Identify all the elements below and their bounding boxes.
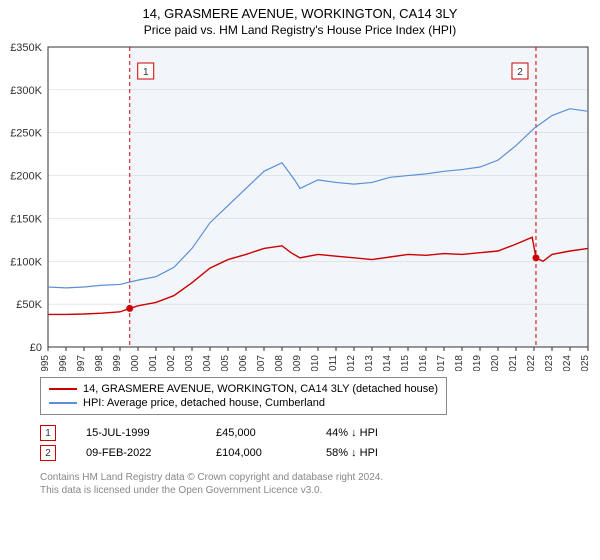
svg-text:2012: 2012 (346, 355, 357, 371)
chart-area: £0 £50K £100K £150K £200K £250K £300K £350K 1995… (0, 41, 600, 371)
transaction-delta: 58% ↓ HPI (326, 447, 406, 459)
svg-text:2013: 2013 (364, 355, 375, 371)
svg-text:2023: 2023 (544, 355, 555, 371)
footer-line-2: This data is licensed under the Open Gov… (40, 484, 600, 497)
svg-text:2005: 2005 (220, 355, 231, 371)
transaction-table: 1 15-JUL-1999 £45,000 44% ↓ HPI 2 09-FEB-2022… (40, 423, 600, 463)
transaction-marker: 2 (40, 445, 56, 461)
svg-text:1995: 1995 (40, 355, 51, 371)
svg-text:£0: £0 (30, 342, 42, 354)
svg-text:1999: 1999 (112, 355, 123, 371)
transaction-marker: 1 (40, 425, 56, 441)
svg-text:2015: 2015 (400, 355, 411, 371)
chart-title: 14, GRASMERE AVENUE, WORKINGTON, CA14 3L… (0, 0, 600, 21)
legend-swatch (49, 388, 77, 390)
svg-text:£250K: £250K (10, 128, 42, 140)
transaction-delta: 44% ↓ HPI (326, 427, 406, 439)
footer-line-1: Contains HM Land Registry data © Crown c… (40, 471, 600, 484)
legend-swatch (49, 402, 77, 404)
line-chart-svg: £0 £50K £100K £150K £200K £250K £300K £350K 1995… (0, 41, 600, 371)
chart-subtitle: Price paid vs. HM Land Registry's House … (0, 21, 600, 41)
svg-text:£350K: £350K (10, 42, 42, 54)
svg-text:2008: 2008 (274, 355, 285, 371)
svg-text:2002: 2002 (166, 355, 177, 371)
svg-text:£300K: £300K (10, 85, 42, 97)
svg-text:2003: 2003 (184, 355, 195, 371)
svg-text:2020: 2020 (490, 355, 501, 371)
svg-text:1997: 1997 (76, 355, 87, 371)
svg-text:2: 2 (517, 67, 523, 78)
svg-text:2022: 2022 (526, 355, 537, 371)
svg-text:2014: 2014 (382, 355, 393, 371)
legend-label: 14, GRASMERE AVENUE, WORKINGTON, CA14 3L… (83, 383, 438, 395)
svg-text:£200K: £200K (10, 171, 42, 183)
transaction-date: 15-JUL-1999 (86, 427, 186, 439)
transaction-row: 1 15-JUL-1999 £45,000 44% ↓ HPI (40, 423, 600, 443)
svg-text:2017: 2017 (436, 355, 447, 371)
svg-text:2004: 2004 (202, 355, 213, 371)
transaction-row: 2 09-FEB-2022 £104,000 58% ↓ HPI (40, 443, 600, 463)
transaction-price: £45,000 (216, 427, 296, 439)
svg-text:2011: 2011 (328, 355, 339, 371)
svg-text:2006: 2006 (238, 355, 249, 371)
svg-text:2024: 2024 (562, 355, 573, 371)
svg-text:£100K: £100K (10, 256, 42, 268)
svg-text:1998: 1998 (94, 355, 105, 371)
transaction-price: £104,000 (216, 447, 296, 459)
svg-text:2000: 2000 (130, 355, 141, 371)
svg-text:2019: 2019 (472, 355, 483, 371)
svg-text:1996: 1996 (58, 355, 69, 371)
legend-label: HPI: Average price, detached house, Cumb… (83, 397, 325, 409)
footer-attribution: Contains HM Land Registry data © Crown c… (40, 471, 600, 497)
svg-text:2001: 2001 (148, 355, 159, 371)
svg-text:£150K: £150K (10, 213, 42, 225)
svg-text:2010: 2010 (310, 355, 321, 371)
svg-text:2016: 2016 (418, 355, 429, 371)
legend-row: 14, GRASMERE AVENUE, WORKINGTON, CA14 3L… (49, 382, 438, 396)
transaction-date: 09-FEB-2022 (86, 447, 186, 459)
svg-text:2009: 2009 (292, 355, 303, 371)
svg-text:2021: 2021 (508, 355, 519, 371)
svg-text:£50K: £50K (16, 299, 42, 311)
legend-row: HPI: Average price, detached house, Cumb… (49, 396, 438, 410)
svg-text:2025: 2025 (580, 355, 591, 371)
svg-text:2007: 2007 (256, 355, 267, 371)
svg-text:2018: 2018 (454, 355, 465, 371)
svg-text:1: 1 (143, 67, 149, 78)
legend: 14, GRASMERE AVENUE, WORKINGTON, CA14 3L… (40, 377, 447, 415)
